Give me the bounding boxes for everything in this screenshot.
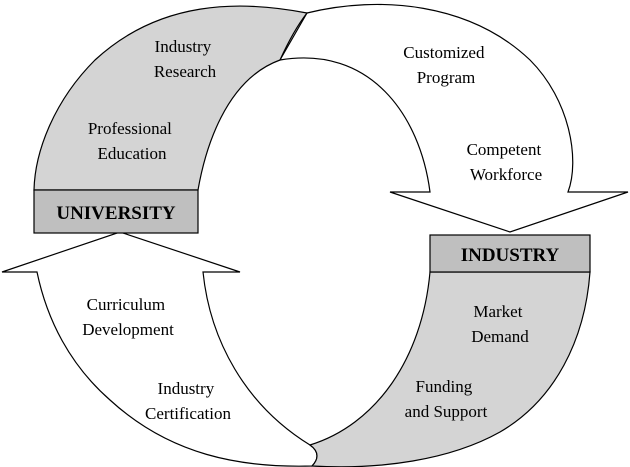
- university-band: [33, 5, 309, 191]
- industry-band: [308, 271, 591, 467]
- professional-education-label: Professional Education: [88, 119, 176, 163]
- industry-certification-label: Industry Certification: [145, 379, 231, 423]
- university-box: [33, 189, 199, 234]
- market-demand-label: Market Demand: [471, 302, 529, 346]
- curriculum-development-label: Curriculum Development: [82, 295, 174, 339]
- competent-workforce-label: Competent Workforce: [467, 140, 546, 184]
- customized-program-label: Customized Program: [403, 43, 488, 87]
- industry-box: [429, 234, 591, 273]
- top-right-band: [278, 3, 629, 233]
- university-label: UNIVERSITY: [56, 203, 176, 224]
- funding-support-label: Funding and Support: [405, 377, 488, 421]
- bottom-left-band: [1, 231, 318, 467]
- industry-research-label: Industry Research: [154, 37, 217, 81]
- industry-label: INDUSTRY: [461, 245, 560, 266]
